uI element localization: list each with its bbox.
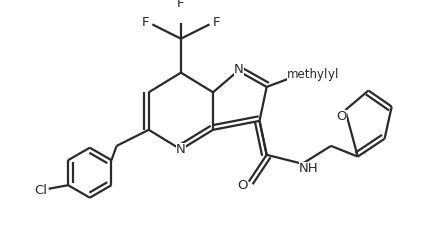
Text: F: F [177,0,185,10]
Text: methyl: methyl [287,68,329,81]
Text: NH: NH [299,162,319,174]
Text: Cl: Cl [34,184,48,197]
Text: F: F [213,16,220,29]
Text: O: O [237,179,248,192]
Text: N: N [234,63,244,76]
Text: F: F [142,16,149,29]
Text: N: N [176,143,186,156]
Text: O: O [337,110,347,123]
Text: methyl: methyl [298,68,340,81]
